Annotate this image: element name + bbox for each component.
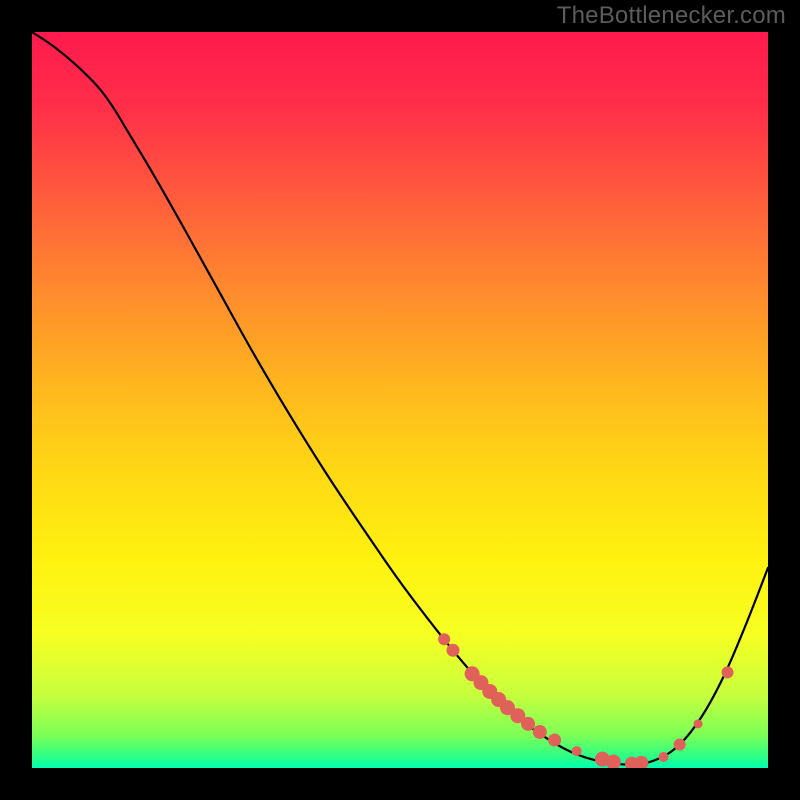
data-marker — [438, 633, 450, 645]
data-marker — [521, 717, 535, 731]
data-marker — [694, 719, 703, 728]
chart-plot — [32, 32, 768, 768]
watermark-label: TheBottlenecker.com — [557, 2, 786, 30]
data-marker — [722, 666, 734, 678]
data-marker — [572, 746, 582, 756]
data-marker — [548, 734, 561, 747]
gradient-background — [32, 32, 768, 768]
data-marker — [658, 752, 668, 762]
data-marker — [674, 738, 686, 750]
data-marker — [446, 644, 459, 657]
data-marker — [533, 725, 547, 739]
